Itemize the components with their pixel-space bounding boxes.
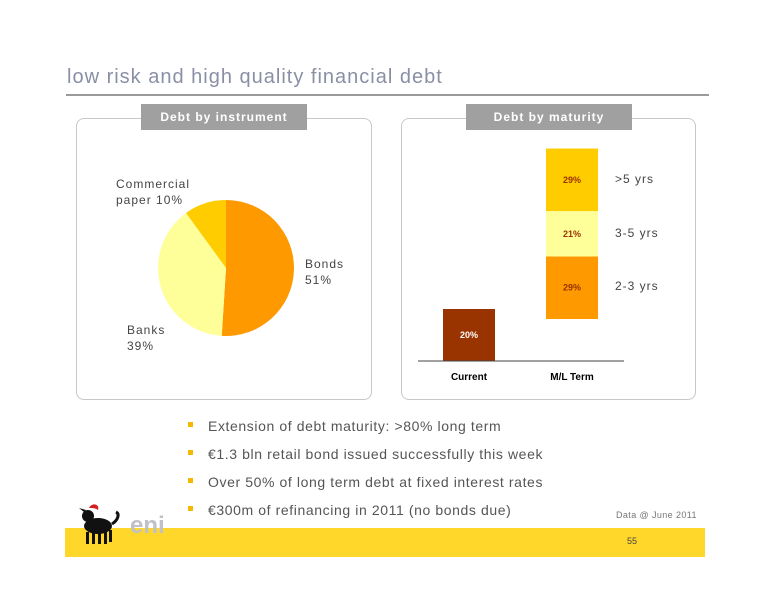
debt-by-maturity-heading: Debt by maturity: [466, 104, 632, 130]
bar-segment-2-3-yrs-value-label: 29%: [563, 283, 581, 293]
bar-segment-over-5-yrs: [546, 148, 598, 212]
footer-band: [65, 528, 705, 557]
maturity-legend-over-5-yrs: >5 yrs: [615, 172, 655, 186]
bullet-marker: [188, 450, 193, 455]
bar-segment-3-5-yrs: [546, 211, 598, 257]
page-number: 55: [627, 536, 638, 546]
six-legged-dog-icon: [79, 504, 120, 544]
pie-label-banks: Banks 39%: [127, 323, 166, 353]
bullet-marker: [188, 506, 193, 511]
page-title: low risk and high quality financial debt: [67, 66, 443, 88]
bullet-marker: [188, 422, 193, 427]
bar-current-value-label: 20%: [460, 330, 478, 340]
list-item: €1.3 bln retail bond issued successfully…: [188, 444, 543, 472]
maturity-legend-2-3-yrs: 2-3 yrs: [615, 279, 659, 293]
list-item: €300m of refinancing in 2011 (no bonds d…: [188, 500, 543, 528]
debt-by-instrument-heading: Debt by instrument: [141, 104, 307, 130]
bullet-marker: [188, 478, 193, 483]
title-divider: [66, 94, 709, 96]
pie-label-bonds: Bonds 51%: [305, 257, 345, 287]
bar-segment-over-5-yrs-value-label: 29%: [563, 175, 581, 185]
x-tick-ml-term: M/L Term: [550, 372, 594, 383]
list-item: Extension of debt maturity: >80% long te…: [188, 416, 543, 444]
pie-label-commercial: Commercial paper 10%: [116, 177, 191, 207]
eni-logo: eni: [79, 504, 165, 544]
maturity-legend-3-5-yrs: 3-5 yrs: [615, 226, 659, 240]
pie-slice-banks: [157, 212, 226, 336]
bar-segment-3-5-yrs-value-label: 21%: [563, 229, 581, 239]
bar-current: [443, 309, 495, 361]
eni-wordmark: eni: [130, 512, 165, 539]
pie-slice-bonds: [221, 200, 294, 336]
key-points-list: Extension of debt maturity: >80% long te…: [188, 416, 543, 528]
list-item: Over 50% of long term debt at fixed inte…: [188, 472, 543, 500]
pie-slice-commercial: [186, 200, 226, 268]
x-tick-current: Current: [451, 372, 488, 383]
bar-segment-2-3-yrs: [546, 256, 598, 319]
data-date-note: Data @ June 2011: [616, 510, 697, 520]
